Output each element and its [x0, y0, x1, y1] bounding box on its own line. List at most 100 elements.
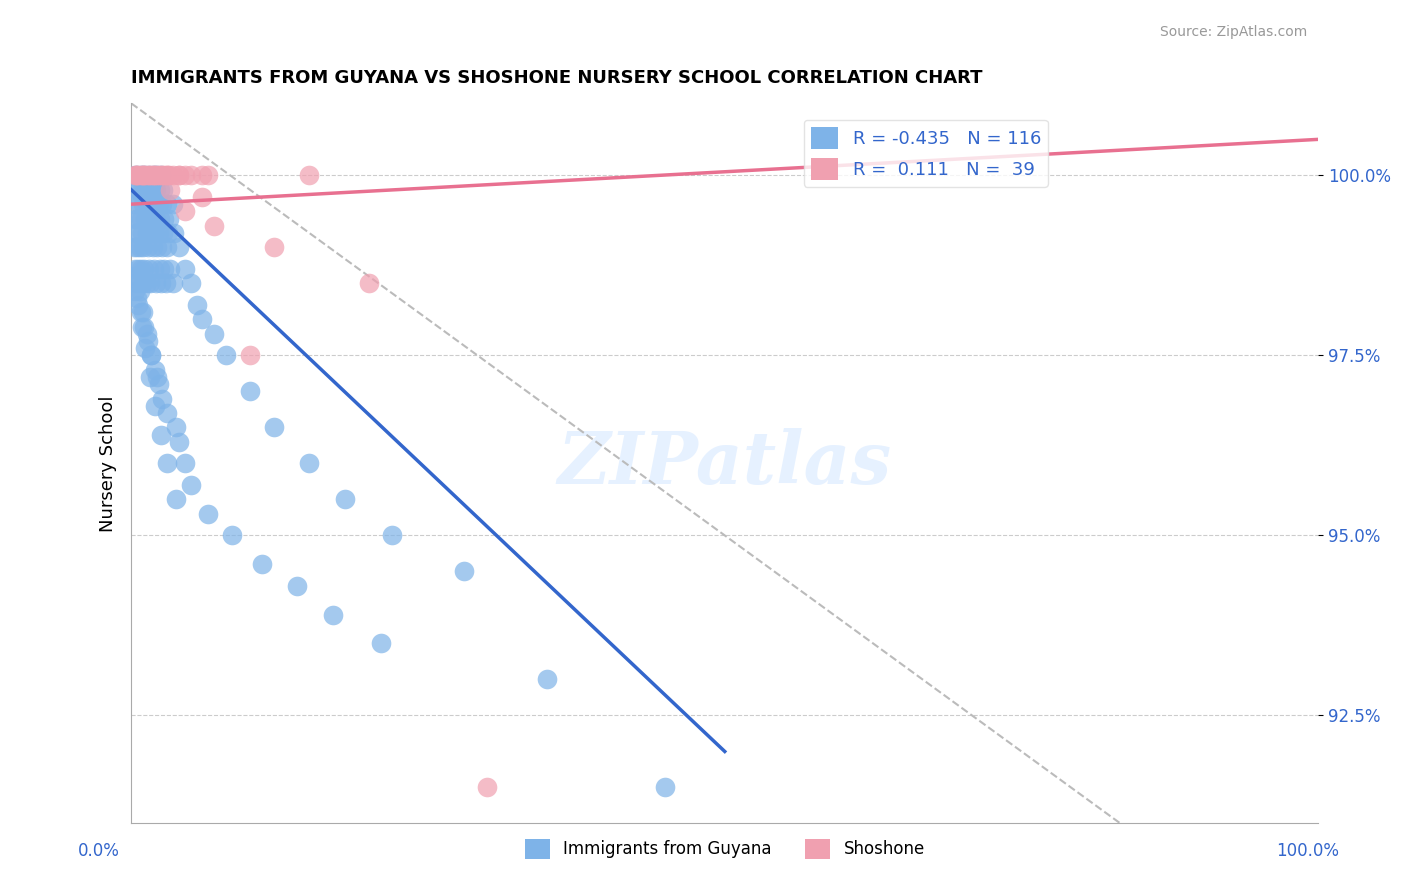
Point [149, 427, 172, 442]
Point [138, 211, 160, 226]
Point [159, 183, 181, 197]
Point [138, 262, 160, 277]
Point [165, 420, 187, 434]
Point [142, 211, 165, 226]
Point [173, 204, 195, 219]
Point [132, 197, 155, 211]
Point [150, 240, 173, 254]
Point [132, 169, 155, 183]
Point [152, 183, 174, 197]
Point [124, 169, 146, 183]
Point [124, 211, 146, 226]
Point [153, 211, 176, 226]
Point [221, 528, 243, 542]
Point [654, 780, 676, 795]
Point [128, 284, 150, 298]
Point [145, 183, 167, 197]
Point [138, 169, 160, 183]
Point [149, 169, 172, 183]
Point [141, 348, 163, 362]
Point [143, 169, 166, 183]
Point [134, 183, 156, 197]
Point [139, 197, 162, 211]
Point [131, 319, 153, 334]
Point [122, 240, 145, 254]
Point [142, 240, 165, 254]
Point [250, 558, 273, 572]
Point [127, 169, 149, 183]
Point [122, 197, 145, 211]
Point [142, 169, 165, 183]
Point [162, 277, 184, 291]
Point [142, 169, 165, 183]
Point [162, 197, 184, 211]
Point [148, 197, 170, 211]
Point [298, 169, 321, 183]
Point [129, 211, 152, 226]
Point [156, 197, 179, 211]
Point [149, 262, 172, 277]
Point [202, 326, 225, 341]
Point [149, 277, 172, 291]
Point [146, 240, 169, 254]
Point [156, 457, 179, 471]
Point [148, 169, 170, 183]
Point [153, 262, 176, 277]
Point [162, 169, 184, 183]
Point [167, 240, 190, 254]
Point [156, 240, 179, 254]
Point [129, 262, 152, 277]
Point [131, 183, 153, 197]
Point [239, 348, 262, 362]
Point [157, 169, 180, 183]
Point [135, 197, 157, 211]
Point [191, 312, 214, 326]
Point [132, 305, 155, 319]
Text: 0.0%: 0.0% [77, 842, 120, 860]
Point [134, 169, 156, 183]
Text: Source: ZipAtlas.com: Source: ZipAtlas.com [1160, 25, 1308, 38]
Point [131, 226, 153, 240]
Point [143, 197, 166, 211]
Point [173, 457, 195, 471]
Text: IMMIGRANTS FROM GUYANA VS SHOSHONE NURSERY SCHOOL CORRELATION CHART: IMMIGRANTS FROM GUYANA VS SHOSHONE NURSE… [131, 69, 983, 87]
Point [197, 169, 219, 183]
Point [145, 211, 167, 226]
Point [150, 197, 173, 211]
Point [148, 226, 170, 240]
Point [141, 183, 163, 197]
Point [136, 240, 159, 254]
Point [165, 492, 187, 507]
Point [129, 169, 152, 183]
Point [381, 528, 404, 542]
Point [146, 169, 169, 183]
Point [125, 226, 148, 240]
Point [159, 262, 181, 277]
Point [134, 169, 156, 183]
Point [134, 319, 156, 334]
Point [197, 507, 219, 521]
Point [202, 219, 225, 233]
Point [477, 780, 499, 795]
Point [146, 370, 169, 384]
Point [145, 277, 167, 291]
Point [128, 197, 150, 211]
Point [157, 226, 180, 240]
Text: 100.0%: 100.0% [1277, 842, 1339, 860]
Legend: R = -0.435   N = 116, R =  0.111   N =  39: R = -0.435 N = 116, R = 0.111 N = 39 [804, 120, 1047, 187]
Point [125, 169, 148, 183]
Point [173, 169, 195, 183]
Point [536, 673, 558, 687]
Point [127, 240, 149, 254]
Point [239, 384, 262, 399]
Point [150, 169, 173, 183]
Point [135, 277, 157, 291]
Point [128, 277, 150, 291]
Text: ZIPatlas: ZIPatlas [558, 428, 891, 499]
Point [134, 262, 156, 277]
Point [180, 169, 202, 183]
Point [149, 183, 172, 197]
Point [298, 457, 321, 471]
Point [127, 298, 149, 312]
Point [180, 277, 202, 291]
